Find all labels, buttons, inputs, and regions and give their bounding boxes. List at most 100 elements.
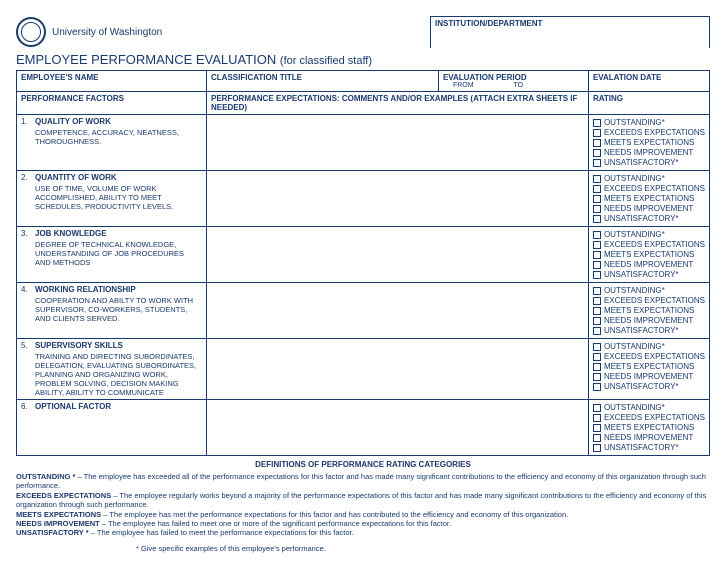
rating-option[interactable]: MEETS EXPECTATIONS bbox=[593, 306, 705, 315]
factor-desc: TRAINING AND DIRECTING SUBORDINATES, DEL… bbox=[35, 352, 198, 397]
rating-option[interactable]: NEEDS IMPROVEMENT bbox=[593, 372, 705, 381]
factor-desc: USE OF TIME, VOLUME OF WORK ACCOMPLISHED… bbox=[35, 184, 198, 211]
rating-label: UNSATISFACTORY* bbox=[604, 443, 679, 452]
rating-option[interactable]: OUTSTANDING* bbox=[593, 342, 705, 351]
checkbox-icon[interactable] bbox=[593, 317, 601, 325]
checkbox-icon[interactable] bbox=[593, 231, 601, 239]
def-exceeds: EXCEEDS EXPECTATIONS – The employee regu… bbox=[16, 491, 710, 510]
rating-option[interactable]: EXCEEDS EXPECTATIONS bbox=[593, 184, 705, 193]
to-label: TO bbox=[513, 82, 574, 89]
checkbox-icon[interactable] bbox=[593, 424, 601, 432]
rating-option[interactable]: EXCEEDS EXPECTATIONS bbox=[593, 296, 705, 305]
rating-label: UNSATISFACTORY* bbox=[604, 382, 679, 391]
comments-cell[interactable] bbox=[207, 400, 589, 456]
factor-body: QUALITY OF WORKCOMPETENCE, ACCURACY, NEA… bbox=[35, 117, 198, 146]
rating-option[interactable]: MEETS EXPECTATIONS bbox=[593, 423, 705, 432]
checkbox-icon[interactable] bbox=[593, 205, 601, 213]
comments-cell[interactable] bbox=[207, 171, 589, 227]
comments-cell[interactable] bbox=[207, 227, 589, 283]
rating-label: EXCEEDS EXPECTATIONS bbox=[604, 184, 705, 193]
checkbox-icon[interactable] bbox=[593, 414, 601, 422]
rating-option[interactable]: NEEDS IMPROVEMENT bbox=[593, 260, 705, 269]
employee-name-cell[interactable]: EMPLOYEE'S NAME bbox=[17, 71, 207, 92]
checkbox-icon[interactable] bbox=[593, 353, 601, 361]
checkbox-icon[interactable] bbox=[593, 149, 601, 157]
page: University of Washington INSTITUTION/DEP… bbox=[16, 16, 710, 553]
evaluation-date-cell[interactable]: EVALATION DATE bbox=[588, 71, 709, 92]
comments-cell[interactable] bbox=[207, 115, 589, 171]
rating-label: MEETS EXPECTATIONS bbox=[604, 194, 694, 203]
checkbox-icon[interactable] bbox=[593, 215, 601, 223]
factor-desc: COMPETENCE, ACCURACY, NEATNESS, THOROUGH… bbox=[35, 128, 198, 146]
checkbox-icon[interactable] bbox=[593, 129, 601, 137]
rating-option[interactable]: OUTSTANDING* bbox=[593, 403, 705, 412]
checkbox-icon[interactable] bbox=[593, 434, 601, 442]
checkbox-icon[interactable] bbox=[593, 363, 601, 371]
checkbox-icon[interactable] bbox=[593, 404, 601, 412]
rating-option[interactable]: NEEDS IMPROVEMENT bbox=[593, 204, 705, 213]
rating-option[interactable]: OUTSTANDING* bbox=[593, 118, 705, 127]
rating-option[interactable]: MEETS EXPECTATIONS bbox=[593, 362, 705, 371]
rating-option[interactable]: UNSATISFACTORY* bbox=[593, 158, 705, 167]
checkbox-icon[interactable] bbox=[593, 343, 601, 351]
rating-option[interactable]: NEEDS IMPROVEMENT bbox=[593, 433, 705, 442]
rating-option[interactable]: OUTSTANDING* bbox=[593, 174, 705, 183]
checkbox-icon[interactable] bbox=[593, 251, 601, 259]
checkbox-icon[interactable] bbox=[593, 307, 601, 315]
header-row: University of Washington INSTITUTION/DEP… bbox=[16, 16, 710, 48]
checkbox-icon[interactable] bbox=[593, 444, 601, 452]
checkbox-icon[interactable] bbox=[593, 139, 601, 147]
rating-label: EXCEEDS EXPECTATIONS bbox=[604, 128, 705, 137]
checkbox-icon[interactable] bbox=[593, 159, 601, 167]
rating-label: NEEDS IMPROVEMENT bbox=[604, 260, 693, 269]
checkbox-icon[interactable] bbox=[593, 175, 601, 183]
evaluation-period-cell[interactable]: EVALUATION PERIOD FROM TO bbox=[438, 71, 588, 92]
rating-label: NEEDS IMPROVEMENT bbox=[604, 433, 693, 442]
rating-option[interactable]: EXCEEDS EXPECTATIONS bbox=[593, 413, 705, 422]
rating-label: OUTSTANDING* bbox=[604, 174, 665, 183]
def-needs-text: – The employee has failed to meet one or… bbox=[100, 519, 451, 528]
checkbox-icon[interactable] bbox=[593, 195, 601, 203]
rating-option[interactable]: UNSATISFACTORY* bbox=[593, 214, 705, 223]
checkbox-icon[interactable] bbox=[593, 119, 601, 127]
comments-header: PERFORMANCE EXPECTATIONS: COMMENTS AND/O… bbox=[207, 92, 589, 115]
rating-label: NEEDS IMPROVEMENT bbox=[604, 316, 693, 325]
checkbox-icon[interactable] bbox=[593, 327, 601, 335]
rating-option[interactable]: NEEDS IMPROVEMENT bbox=[593, 316, 705, 325]
checkbox-icon[interactable] bbox=[593, 261, 601, 269]
factor-cell: 3.JOB KNOWLEDGEDEGREE OF TECHNICAL KNOWL… bbox=[17, 227, 207, 283]
rating-option[interactable]: MEETS EXPECTATIONS bbox=[593, 194, 705, 203]
checkbox-icon[interactable] bbox=[593, 383, 601, 391]
def-unsat: UNSATISFACTORY * – The employee has fail… bbox=[16, 528, 710, 537]
rating-option[interactable]: UNSATISFACTORY* bbox=[593, 443, 705, 452]
rating-option[interactable]: EXCEEDS EXPECTATIONS bbox=[593, 128, 705, 137]
rating-option[interactable]: UNSATISFACTORY* bbox=[593, 326, 705, 335]
factor-row: 3.JOB KNOWLEDGEDEGREE OF TECHNICAL KNOWL… bbox=[17, 227, 710, 283]
checkbox-icon[interactable] bbox=[593, 241, 601, 249]
checkbox-icon[interactable] bbox=[593, 297, 601, 305]
rating-option[interactable]: MEETS EXPECTATIONS bbox=[593, 138, 705, 147]
institution-department-box[interactable]: INSTITUTION/DEPARTMENT bbox=[430, 16, 710, 48]
rating-option[interactable]: MEETS EXPECTATIONS bbox=[593, 250, 705, 259]
rating-option[interactable]: OUTSTANDING* bbox=[593, 230, 705, 239]
rating-label: UNSATISFACTORY* bbox=[604, 270, 679, 279]
classification-title-cell[interactable]: CLASSIFICATION TITLE bbox=[207, 71, 439, 92]
rating-option[interactable]: EXCEEDS EXPECTATIONS bbox=[593, 352, 705, 361]
checkbox-icon[interactable] bbox=[593, 185, 601, 193]
rating-option[interactable]: UNSATISFACTORY* bbox=[593, 382, 705, 391]
comments-cell[interactable] bbox=[207, 283, 589, 339]
def-needs-label: NEEDS IMPROVEMENT bbox=[16, 519, 100, 528]
rating-cell: OUTSTANDING*EXCEEDS EXPECTATIONSMEETS EX… bbox=[588, 283, 709, 339]
checkbox-icon[interactable] bbox=[593, 373, 601, 381]
rating-option[interactable]: EXCEEDS EXPECTATIONS bbox=[593, 240, 705, 249]
rating-option[interactable]: OUTSTANDING* bbox=[593, 286, 705, 295]
comments-cell[interactable] bbox=[207, 339, 589, 400]
checkbox-icon[interactable] bbox=[593, 271, 601, 279]
header-row-2: PERFORMANCE FACTORS PERFORMANCE EXPECTAT… bbox=[17, 92, 710, 115]
rating-option[interactable]: NEEDS IMPROVEMENT bbox=[593, 148, 705, 157]
factor-number: 6. bbox=[21, 402, 35, 411]
factor-number: 3. bbox=[21, 229, 35, 238]
checkbox-icon[interactable] bbox=[593, 287, 601, 295]
rating-option[interactable]: UNSATISFACTORY* bbox=[593, 270, 705, 279]
factor-row: 1.QUALITY OF WORKCOMPETENCE, ACCURACY, N… bbox=[17, 115, 710, 171]
